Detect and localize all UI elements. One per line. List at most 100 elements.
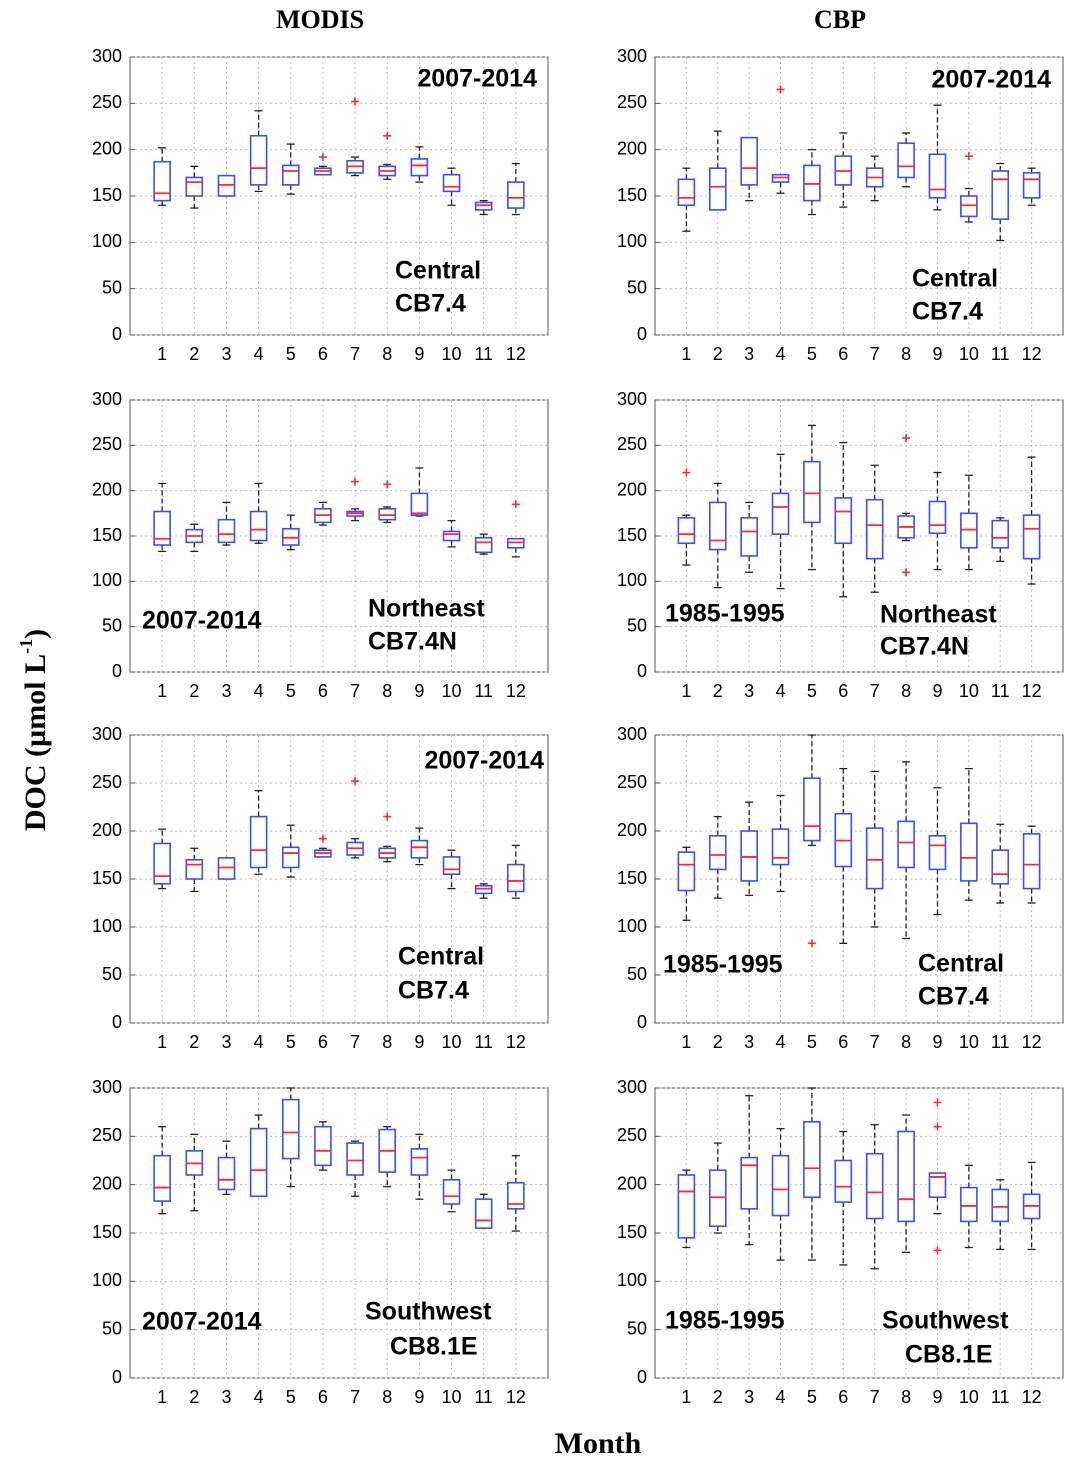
box	[677, 178, 696, 207]
y-tick-label: 150	[617, 185, 647, 205]
x-tick-label: 10	[442, 344, 462, 364]
y-axis-label: DOC (µmol L-1)	[16, 629, 52, 831]
box	[442, 856, 461, 875]
y-tick-label: 200	[617, 479, 647, 499]
box	[960, 512, 978, 549]
x-tick-label: 8	[901, 1032, 911, 1052]
x-tick-label: 6	[838, 681, 848, 701]
x-tick-label: 5	[807, 681, 817, 701]
y-tick-label: 150	[92, 525, 122, 545]
box	[960, 195, 978, 218]
box	[928, 153, 947, 199]
x-tick-label: 1	[681, 344, 691, 364]
column-title: CBP	[814, 5, 866, 34]
x-tick-label: 1	[157, 1032, 167, 1052]
x-tick-label: 7	[350, 1032, 360, 1052]
x-tick-label: 10	[442, 1032, 462, 1052]
station-label: CB7.4	[918, 983, 989, 1011]
y-tick-label: 50	[627, 615, 647, 635]
x-tick-label: 2	[189, 681, 199, 701]
x-tick-label: 7	[870, 344, 880, 364]
x-tick-label: 5	[286, 1032, 296, 1052]
x-tick-label: 8	[901, 681, 911, 701]
box	[803, 1121, 821, 1199]
x-tick-label: 9	[932, 681, 942, 701]
x-tick-label: 3	[744, 1032, 754, 1052]
box	[410, 1148, 429, 1176]
x-tick-label: 3	[221, 1032, 231, 1052]
x-tick-label: 9	[414, 1387, 424, 1407]
x-tick-label: 12	[1022, 1387, 1042, 1407]
y-tick-label: 250	[617, 434, 647, 454]
y-tick-label: 0	[112, 324, 122, 344]
x-tick-label: 8	[382, 681, 392, 701]
station-label: CB7.4	[395, 290, 466, 318]
x-tick-label: 3	[744, 344, 754, 364]
x-tick-label: 7	[870, 1032, 880, 1052]
box	[1022, 514, 1041, 560]
box	[771, 492, 790, 535]
period-label: 2007-2014	[931, 66, 1051, 94]
x-tick-label: 10	[959, 1032, 979, 1052]
outlier	[807, 939, 816, 948]
x-tick-label: 8	[382, 1032, 392, 1052]
x-tick-label: 2	[189, 1387, 199, 1407]
y-tick-label: 0	[112, 1367, 122, 1387]
region-label: Central	[918, 950, 1004, 978]
x-tick-label: 5	[286, 344, 296, 364]
y-tick-label: 200	[92, 479, 122, 499]
x-tick-label: 6	[838, 344, 848, 364]
box	[740, 517, 758, 557]
y-tick-label: 250	[92, 434, 122, 454]
box	[410, 492, 429, 516]
y-tick-label: 100	[617, 1270, 647, 1290]
x-tick-label: 9	[414, 344, 424, 364]
x-tick-label: 7	[870, 681, 880, 701]
box	[897, 142, 915, 179]
outlier	[383, 131, 392, 140]
x-tick-label: 2	[713, 681, 723, 701]
station-label: CB7.4	[398, 977, 469, 1005]
box	[928, 1172, 947, 1199]
region-label: Southwest	[882, 1307, 1009, 1335]
x-tick-label: 8	[382, 1387, 392, 1407]
x-tick-label: 10	[442, 681, 462, 701]
y-tick-label: 50	[627, 1318, 647, 1338]
x-tick-label: 3	[221, 344, 231, 364]
box	[507, 537, 525, 549]
column-title: MODIS	[276, 5, 364, 34]
y-tick-label: 0	[112, 1012, 122, 1032]
x-tick-label: 6	[838, 1032, 848, 1052]
box	[217, 857, 236, 880]
period-label: 1985-1995	[665, 1307, 785, 1335]
box	[897, 1130, 915, 1223]
y-tick-label: 200	[617, 138, 647, 158]
y-tick-label: 0	[112, 661, 122, 681]
box	[346, 1142, 364, 1176]
x-tick-label: 12	[1022, 681, 1042, 701]
box	[249, 1127, 268, 1198]
box	[834, 497, 853, 545]
box	[771, 828, 790, 866]
x-tick-label: 4	[254, 1387, 264, 1407]
x-tick-label: 4	[776, 344, 786, 364]
x-tick-label: 3	[744, 1387, 754, 1407]
box	[410, 839, 429, 859]
y-tick-label: 150	[617, 525, 647, 545]
period-label: 2007-2014	[142, 1308, 262, 1336]
x-tick-label: 9	[932, 1032, 942, 1052]
box	[771, 1154, 790, 1217]
box	[677, 517, 696, 545]
box	[281, 527, 300, 546]
x-tick-label: 1	[157, 681, 167, 701]
x-tick-label: 11	[474, 344, 493, 364]
box	[474, 537, 493, 554]
box	[803, 460, 821, 524]
box	[991, 170, 1010, 220]
x-tick-label: 4	[776, 1032, 786, 1052]
box	[1022, 172, 1041, 199]
outlier	[351, 777, 360, 786]
x-tick-label: 2	[189, 1032, 199, 1052]
box	[410, 158, 429, 177]
